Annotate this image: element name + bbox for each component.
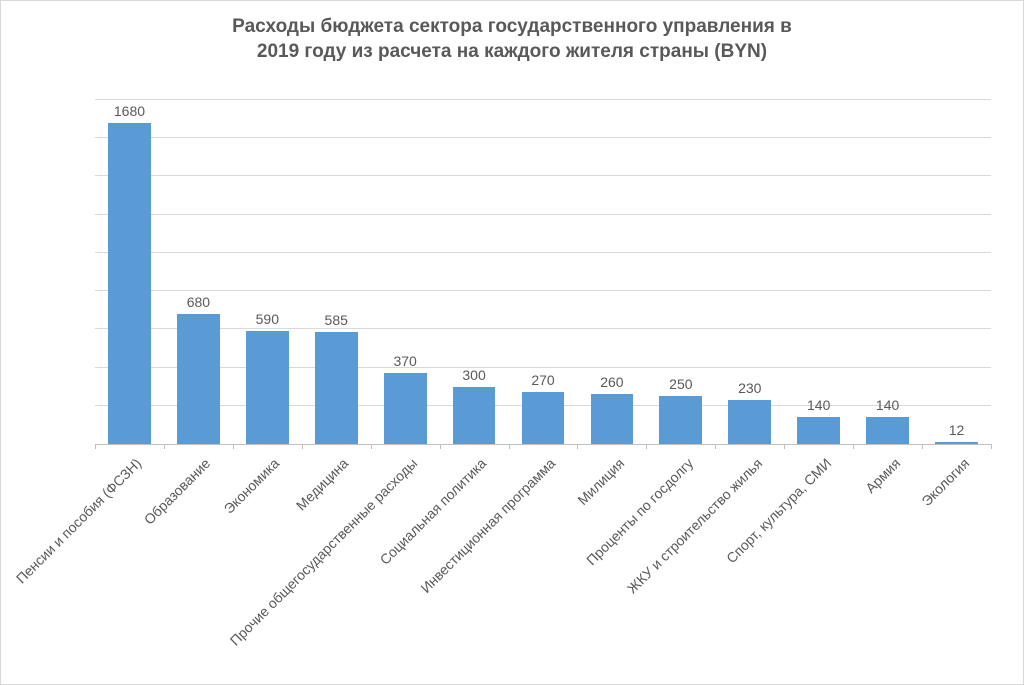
bar-value-label: 1680 <box>95 103 164 119</box>
bar <box>591 394 634 444</box>
bar-value-label: 140 <box>784 397 853 413</box>
chart-title: Расходы бюджета сектора государственного… <box>1 1 1023 64</box>
gridline <box>95 367 991 368</box>
bar <box>384 373 427 444</box>
bar <box>659 396 702 444</box>
bar <box>728 400 771 444</box>
x-tick <box>991 444 992 449</box>
bar-value-label: 680 <box>164 294 233 310</box>
bar <box>797 417 840 444</box>
bar <box>866 417 909 444</box>
bar-value-label: 585 <box>302 312 371 328</box>
bar-value-label: 12 <box>922 422 991 438</box>
bar <box>108 123 151 444</box>
bar-value-label: 260 <box>577 374 646 390</box>
chart-title-line: 2019 году из расчета на каждого жителя с… <box>257 41 767 62</box>
bar <box>246 331 289 444</box>
chart-frame: Расходы бюджета сектора государственного… <box>0 0 1024 685</box>
gridline <box>95 99 991 100</box>
gridline <box>95 290 991 291</box>
bar <box>522 392 565 444</box>
bar-value-label: 270 <box>509 372 578 388</box>
gridline <box>95 175 991 176</box>
bar-value-label: 140 <box>853 397 922 413</box>
bar-value-label: 370 <box>371 353 440 369</box>
chart-title-line: Расходы бюджета сектора государственного… <box>232 16 792 37</box>
gridline <box>95 252 991 253</box>
bar-value-label: 230 <box>715 380 784 396</box>
x-axis-labels: Пенсии и пособия (ФСЗН)ОбразованиеЭконом… <box>95 445 991 685</box>
gridline <box>95 328 991 329</box>
bar-value-label: 250 <box>646 376 715 392</box>
gridline <box>95 137 991 138</box>
bar-value-label: 300 <box>440 367 509 383</box>
bar <box>935 442 978 444</box>
bar <box>453 387 496 444</box>
gridline <box>95 214 991 215</box>
plot-area: 168068059058537030027026025023014014012 <box>95 101 991 445</box>
bar <box>177 314 220 444</box>
bar <box>315 332 358 444</box>
bar-value-label: 590 <box>233 311 302 327</box>
